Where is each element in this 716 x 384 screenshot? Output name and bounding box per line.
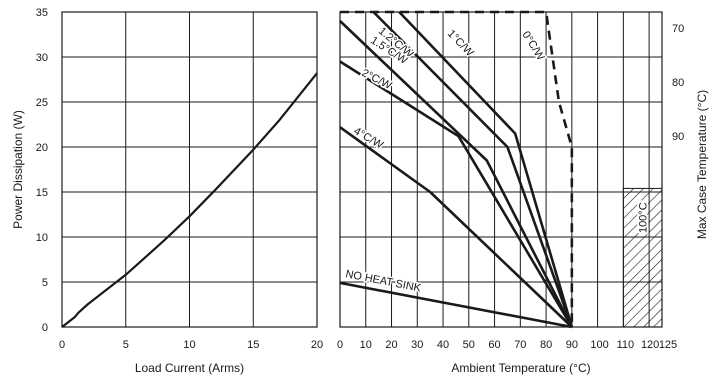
y-axis-title: Power Dissipation (W): [11, 110, 25, 229]
x-tick-label: 15: [247, 339, 259, 351]
series-label: 1°C/W: [445, 28, 476, 60]
y2-tick-label: 90: [672, 131, 684, 143]
y-tick-label: 0: [42, 322, 48, 334]
x-tick-label: 50: [463, 339, 475, 351]
plot-frame: [61, 11, 318, 328]
x-tick-label: 20: [385, 339, 397, 351]
x-axis-title: Load Current (Arms): [135, 361, 244, 375]
hatched-region-label: 100°C: [638, 202, 650, 233]
x-tick-label: 30: [411, 339, 423, 351]
hatched-region: [623, 188, 662, 327]
x-tick-label: 80: [540, 339, 552, 351]
x-tick-label: 110: [617, 339, 635, 351]
x-tick-label: 10: [183, 339, 195, 351]
power-dissipation-curve: [61, 72, 318, 328]
x-tick-label: 20: [311, 339, 323, 351]
derating-curve: [339, 20, 573, 328]
x-tick-label: 40: [437, 339, 449, 351]
derating-curve: [339, 281, 573, 329]
x-tick-label: 0: [337, 339, 343, 351]
x-tick-label: 60: [488, 339, 500, 351]
y2-tick-label: 70: [672, 23, 684, 35]
derating-chart: 100°C 0 10 20 30 40 50 60 70 80 90 100 110 120 125 70 80…: [337, 10, 709, 375]
x-tick-label: 90: [566, 339, 578, 351]
y-tick-label: 15: [36, 187, 48, 199]
y-tick-label: 35: [36, 7, 48, 19]
series-label: 0°C/W: [519, 29, 546, 63]
y2-axis-title: Max Case Temperature (°C): [695, 90, 709, 239]
y-tick-label: 25: [36, 97, 48, 109]
power-vs-current-chart: 0 5 10 15 20 0 5 10 15 20 25 30 35 Load Current (Arms…: [11, 7, 323, 375]
y-tick-label: 5: [42, 277, 48, 289]
x-tick-label: 120: [641, 339, 659, 351]
series-label: 2°C/W: [360, 67, 394, 92]
x-tick-label: 5: [123, 339, 129, 351]
x-tick-label: 10: [360, 339, 372, 351]
x-tick-label: 0: [59, 339, 65, 351]
y2-tick-label: 80: [672, 77, 684, 89]
derating-curve: [339, 60, 573, 328]
x-axis-title: Ambient Temperature (°C): [451, 361, 590, 375]
x-tick-label: 70: [514, 339, 526, 351]
x-tick-label: 125: [659, 339, 677, 351]
y-tick-label: 30: [36, 52, 48, 64]
derating-curve: [339, 126, 573, 328]
y-tick-label: 20: [36, 142, 48, 154]
derating-curve: [398, 11, 574, 328]
plot-frame: [339, 11, 663, 328]
x-tick-label: 100: [590, 339, 608, 351]
derating-curve: [340, 10, 574, 327]
y-tick-label: 10: [36, 232, 48, 244]
derating-curve: [372, 11, 574, 328]
